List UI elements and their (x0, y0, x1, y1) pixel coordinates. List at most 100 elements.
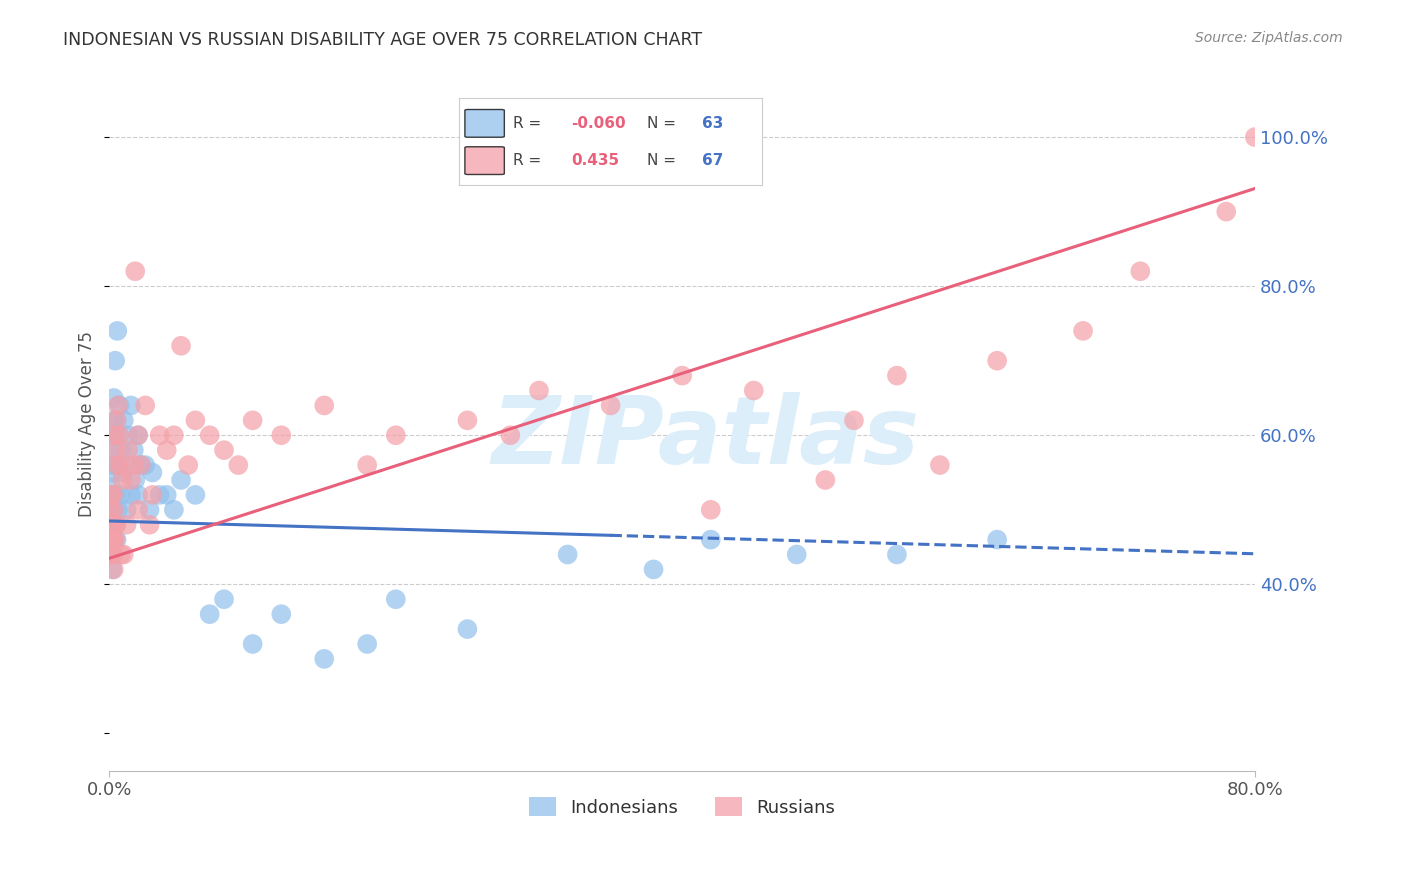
Point (170, 473, 193, 487)
Point (101, 533, 124, 547)
Legend: Indonesians, Russians: Indonesians, Russians (522, 790, 842, 824)
Point (104, 443, 127, 458)
Point (184, 413, 207, 427)
Point (163, 503, 186, 517)
Point (129, 458, 152, 472)
Point (228, 458, 250, 472)
Point (98, 503, 121, 517)
Point (270, 607, 292, 622)
Point (120, 399, 142, 413)
Point (1071, 324, 1094, 338)
Point (98, 533, 121, 547)
Point (1215, 204, 1237, 219)
Point (148, 488, 170, 502)
Point (314, 399, 336, 413)
Point (356, 458, 378, 472)
Point (107, 399, 129, 413)
Point (115, 503, 138, 517)
Point (101, 548, 124, 562)
Point (124, 264, 146, 278)
Point (103, 517, 125, 532)
Point (100, 503, 122, 517)
Point (141, 466, 163, 480)
Point (101, 533, 124, 547)
Point (105, 517, 128, 532)
Point (557, 548, 579, 562)
Point (104, 533, 127, 547)
Point (101, 488, 124, 502)
Text: INDONESIAN VS RUSSIAN DISABILITY AGE OVER 75 CORRELATION CHART: INDONESIAN VS RUSSIAN DISABILITY AGE OVE… (63, 31, 703, 49)
Point (101, 428, 124, 442)
Point (120, 473, 142, 487)
Point (101, 413, 124, 427)
Point (127, 428, 149, 442)
Point (105, 413, 128, 427)
Point (314, 652, 336, 666)
Point (100, 488, 122, 502)
Point (122, 443, 145, 458)
Point (134, 458, 156, 472)
Point (103, 503, 125, 517)
Point (115, 517, 138, 532)
Point (700, 503, 723, 517)
Point (385, 592, 408, 607)
Point (138, 517, 160, 532)
Point (986, 533, 1008, 547)
Point (141, 488, 163, 502)
Point (100, 458, 122, 472)
Point (700, 533, 723, 547)
Point (100, 488, 122, 502)
Point (103, 488, 125, 502)
Point (886, 548, 908, 562)
Y-axis label: Disability Age Over 75: Disability Age Over 75 (79, 331, 96, 517)
Point (101, 548, 124, 562)
Point (385, 428, 408, 442)
Point (108, 428, 131, 442)
Point (156, 488, 179, 502)
Point (110, 458, 132, 472)
Point (138, 503, 160, 517)
Point (198, 428, 221, 442)
Point (98, 517, 121, 532)
Point (1244, 130, 1267, 145)
Point (456, 413, 478, 427)
Point (111, 473, 134, 487)
Point (101, 443, 124, 458)
Point (122, 458, 145, 472)
Point (886, 368, 908, 383)
Point (110, 443, 132, 458)
Point (127, 503, 149, 517)
Point (100, 548, 122, 562)
Point (184, 488, 207, 502)
Point (104, 353, 127, 368)
Point (1129, 264, 1152, 278)
Point (242, 637, 264, 651)
Point (110, 488, 132, 502)
Text: ZIPatlas: ZIPatlas (491, 392, 920, 484)
Point (786, 548, 808, 562)
Point (134, 399, 156, 413)
Point (100, 510, 122, 524)
Point (105, 458, 128, 472)
Point (163, 428, 186, 442)
Point (111, 466, 134, 480)
Point (270, 428, 292, 442)
Point (105, 413, 128, 427)
Point (100, 480, 122, 494)
Point (456, 622, 478, 636)
Point (198, 607, 221, 622)
Point (814, 473, 837, 487)
Point (242, 413, 264, 427)
Point (117, 443, 139, 458)
Point (103, 503, 125, 517)
Point (177, 458, 200, 472)
Point (108, 399, 131, 413)
Point (105, 324, 128, 338)
Point (356, 637, 378, 651)
Point (742, 384, 765, 398)
Point (124, 473, 146, 487)
Point (103, 562, 125, 576)
Point (156, 443, 179, 458)
Point (114, 458, 136, 472)
Point (105, 533, 128, 547)
